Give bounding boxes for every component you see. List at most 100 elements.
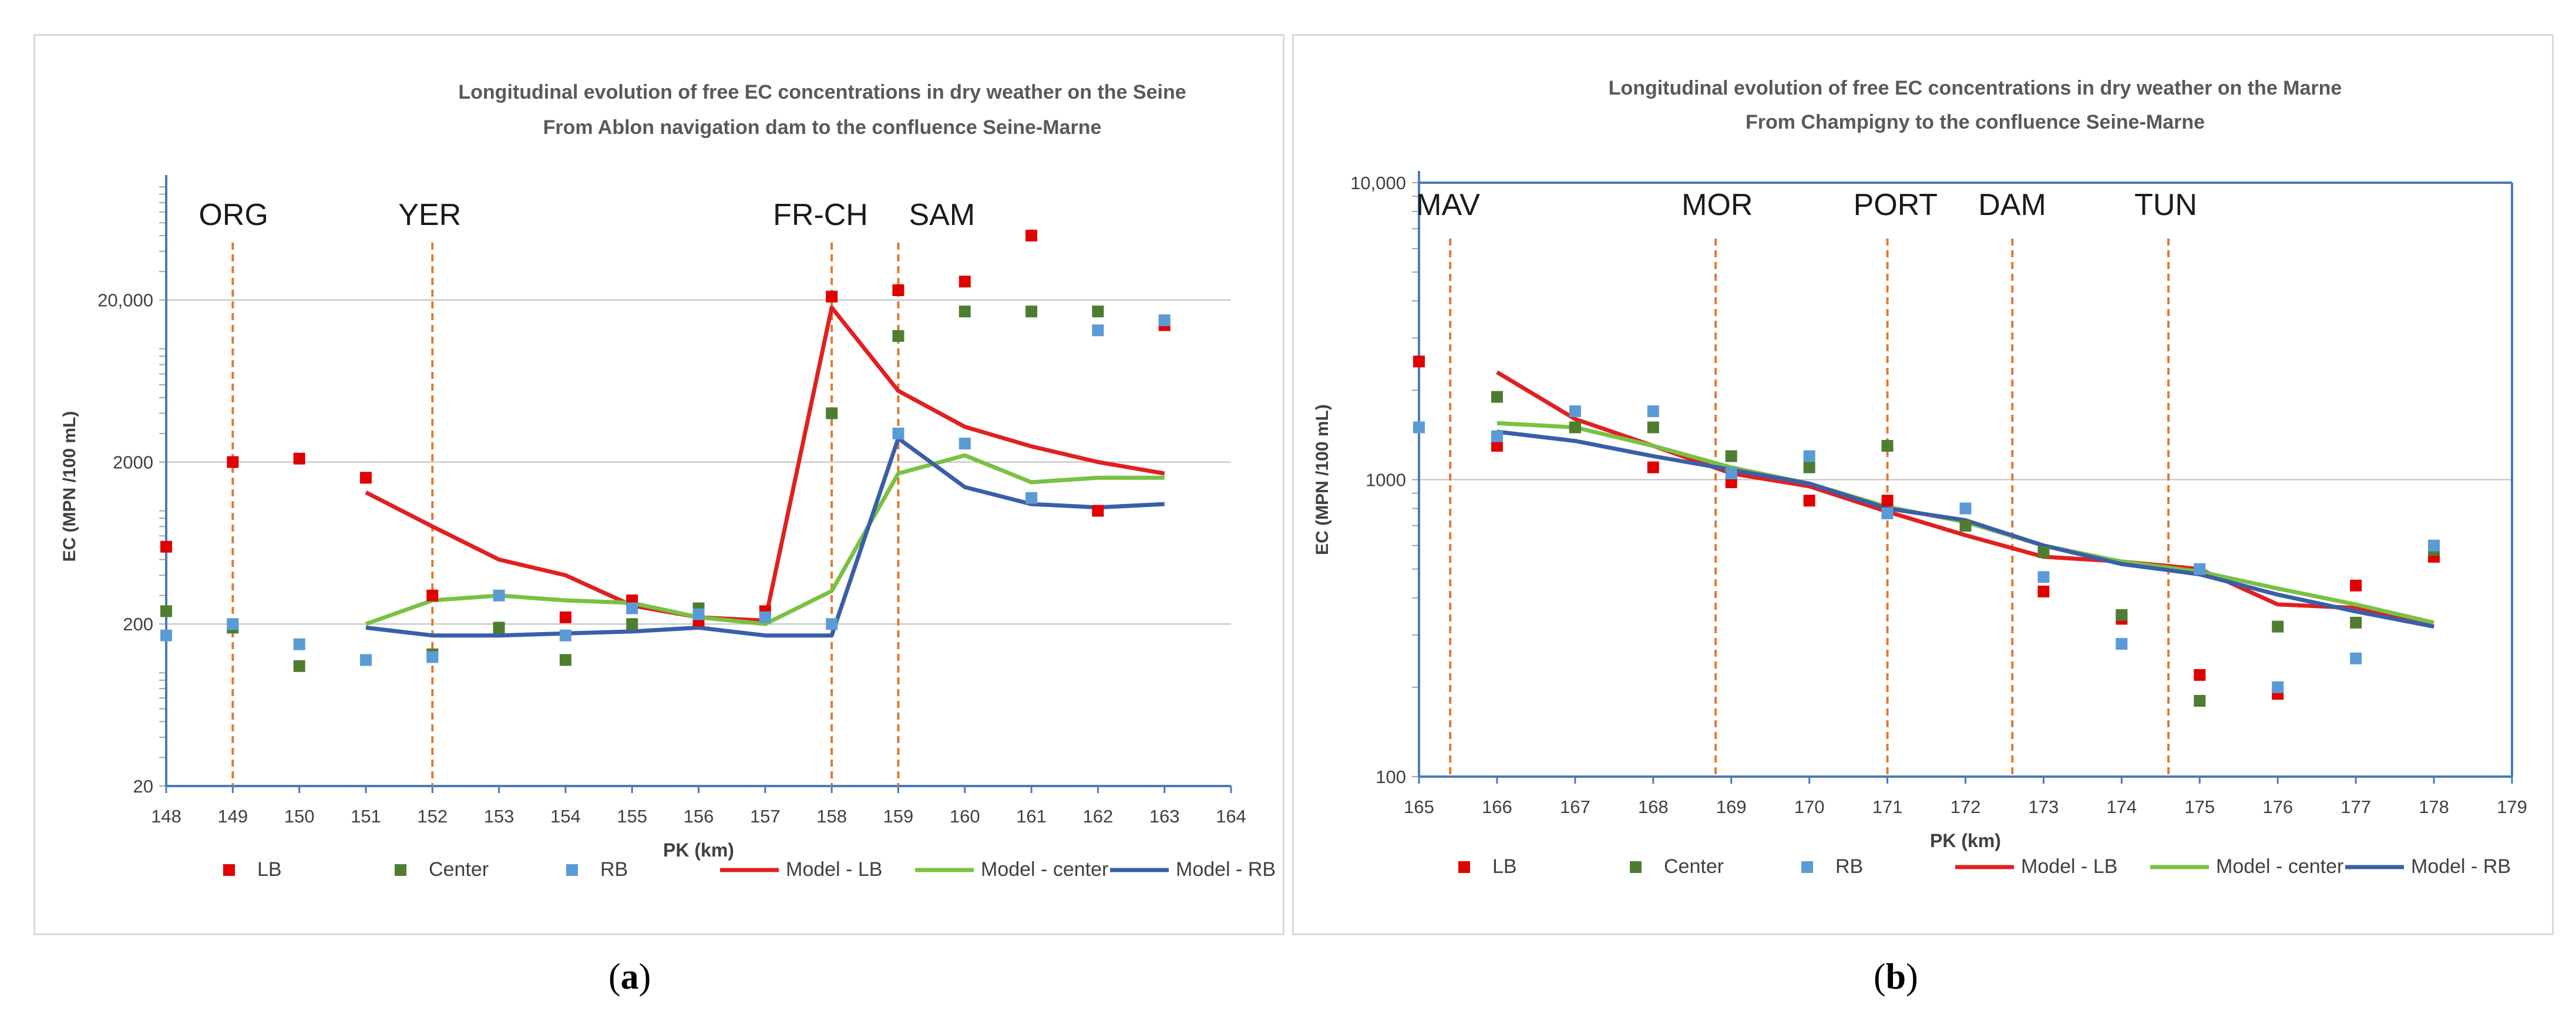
chart-a-x-tick-label: 154 xyxy=(550,806,581,827)
chart-b-legend-swatch-lb xyxy=(1458,861,1470,873)
chart-a-point-lb xyxy=(892,284,904,297)
chart-panel-a: Longitudinal evolution of free EC concen… xyxy=(33,34,1284,935)
chart-a-svg: Longitudinal evolution of free EC concen… xyxy=(60,81,1276,881)
chart-b-legend-swatch-rb xyxy=(1801,861,1813,873)
chart-a-point-rb xyxy=(759,611,771,623)
chart-a-point-center xyxy=(1025,305,1038,318)
chart-b-point-lb xyxy=(2350,579,2362,592)
chart-b-point-center xyxy=(1959,519,1972,532)
chart-b-legend-swatch-center xyxy=(1630,861,1642,873)
caption-b-close: ) xyxy=(1906,957,1918,997)
chart-a-point-rb xyxy=(626,602,638,614)
chart-a-x-axis-label: PK (km) xyxy=(663,839,734,861)
chart-b-point-center xyxy=(1491,391,1503,403)
chart-a-y-tick-label: 200 xyxy=(123,614,153,634)
chart-a-x-tick-label: 158 xyxy=(816,806,847,827)
chart-a-legend-label-center: Center xyxy=(429,858,489,881)
chart-a-legend-label-lb: LB xyxy=(257,858,282,881)
chart-a-point-lb xyxy=(426,589,439,602)
chart-b-x-tick-label: 174 xyxy=(2106,797,2137,817)
chart-panel-b: Longitudinal evolution of free EC concen… xyxy=(1292,34,2554,935)
chart-b-point-rb xyxy=(1959,502,1972,515)
chart-a-x-tick-label: 160 xyxy=(950,806,980,827)
chart-b-legend-label-rb: RB xyxy=(1835,855,1863,878)
chart-b-x-tick-label: 166 xyxy=(1482,797,1512,817)
chart-b-point-center xyxy=(2272,620,2284,633)
chart-b-legend-label-center: Center xyxy=(1664,855,1724,878)
chart-a-point-center xyxy=(559,654,571,666)
chart-b-legend-label-lb: LB xyxy=(1492,855,1517,878)
chart-a-x-tick-label: 164 xyxy=(1216,806,1246,827)
chart-a-legend-swatch-center xyxy=(395,864,406,876)
chart-a-y-tick-label: 20,000 xyxy=(97,290,153,311)
chart-b-marker-label-port: PORT xyxy=(1854,188,1938,222)
chart-a-x-tick-label: 151 xyxy=(351,806,381,827)
chart-a-point-lb xyxy=(1025,230,1038,242)
chart-a-point-center xyxy=(1092,305,1104,318)
chart-a-legend-label-model-rb: Model - RB xyxy=(1176,858,1276,881)
chart-a-marker-label-fr-ch: FR-CH xyxy=(773,198,868,232)
chart-a-x-tick-label: 156 xyxy=(684,806,714,827)
chart-b-point-lb xyxy=(2194,669,2206,681)
chart-b-point-rb xyxy=(1491,430,1503,442)
chart-a-point-rb xyxy=(959,438,971,450)
chart-b-point-lb xyxy=(1647,461,1659,473)
chart-b-marker-label-mor: MOR xyxy=(1682,188,1753,222)
chart-b-y-tick-label: 10,000 xyxy=(1350,173,1406,193)
caption-b: (b) xyxy=(1874,956,1918,998)
chart-a-marker-label-org: ORG xyxy=(199,198,268,232)
chart-a-x-tick-label: 152 xyxy=(417,806,448,827)
chart-a-x-tick-label: 155 xyxy=(617,806,647,827)
chart-a-point-center xyxy=(892,330,904,342)
chart-b-x-tick-label: 179 xyxy=(2497,797,2527,817)
chart-b-legend-label-model-lb: Model - LB xyxy=(2021,855,2117,878)
chart-b-point-center xyxy=(1569,421,1581,434)
chart-b-point-rb xyxy=(1725,467,1737,479)
chart-b-point-rb xyxy=(2037,571,2050,583)
chart-b-x-axis-label: PK (km) xyxy=(1930,830,2001,851)
chart-b-point-center xyxy=(1881,439,1894,452)
chart-b-point-center xyxy=(1803,461,1815,473)
chart-a-point-lb xyxy=(959,276,971,288)
chart-a-point-center xyxy=(826,407,838,419)
chart-b-x-tick-label: 172 xyxy=(1951,797,1981,817)
chart-b-x-tick-label: 175 xyxy=(2184,797,2215,817)
caption-a: (a) xyxy=(608,956,651,998)
chart-b-point-rb xyxy=(2350,652,2362,664)
chart-a-title: Longitudinal evolution of free EC concen… xyxy=(458,81,1186,103)
chart-a-point-rb xyxy=(892,427,904,439)
caption-b-open: ( xyxy=(1874,957,1886,997)
chart-a-point-lb xyxy=(160,540,172,553)
chart-a-legend-label-model-center: Model - center xyxy=(981,858,1108,881)
chart-a-legend-swatch-lb xyxy=(223,864,235,876)
chart-a-point-rb xyxy=(692,608,705,620)
chart-b-legend-label-model-center: Model - center xyxy=(2216,855,2343,878)
chart-a-legend-swatch-rb xyxy=(566,864,578,876)
chart-a-series-line-model-rb xyxy=(365,436,1165,638)
chart-a-series-line-model-lb xyxy=(365,305,1165,623)
chart-b-point-lb xyxy=(1881,495,1894,507)
chart-a-legend-label-model-lb: Model - LB xyxy=(786,858,882,881)
caption-a-open: ( xyxy=(608,957,621,997)
chart-b-series-line-model-lb xyxy=(1496,370,2434,629)
chart-a-x-tick-label: 148 xyxy=(151,806,181,827)
chart-b-point-center xyxy=(2194,694,2206,707)
caption-b-letter: b xyxy=(1885,957,1906,997)
chart-b-point-rb xyxy=(1569,405,1581,418)
chart-b-x-tick-label: 168 xyxy=(1638,797,1669,817)
chart-b-point-center xyxy=(1647,421,1659,434)
chart-b-x-tick-label: 167 xyxy=(1560,797,1590,817)
chart-a-point-rb xyxy=(160,629,172,642)
chart-b-marker-label-mav: MAV xyxy=(1416,188,1480,222)
chart-a-point-rb xyxy=(426,651,439,663)
chart-b-point-rb xyxy=(1881,507,1894,519)
chart-b-y-tick-label: 100 xyxy=(1376,767,1406,787)
chart-b-y-axis-label: EC (MPN /100 mL) xyxy=(1313,404,1332,555)
chart-a-y-tick-label: 2000 xyxy=(113,452,153,472)
chart-a-point-center xyxy=(160,605,172,617)
chart-a-x-tick-label: 163 xyxy=(1149,806,1180,827)
chart-a-point-lb xyxy=(826,290,838,303)
chart-b-svg: Longitudinal evolution of free EC concen… xyxy=(1313,77,2527,878)
chart-b-y-tick-label: 1000 xyxy=(1366,470,1406,491)
chart-a-point-rb xyxy=(826,618,838,630)
